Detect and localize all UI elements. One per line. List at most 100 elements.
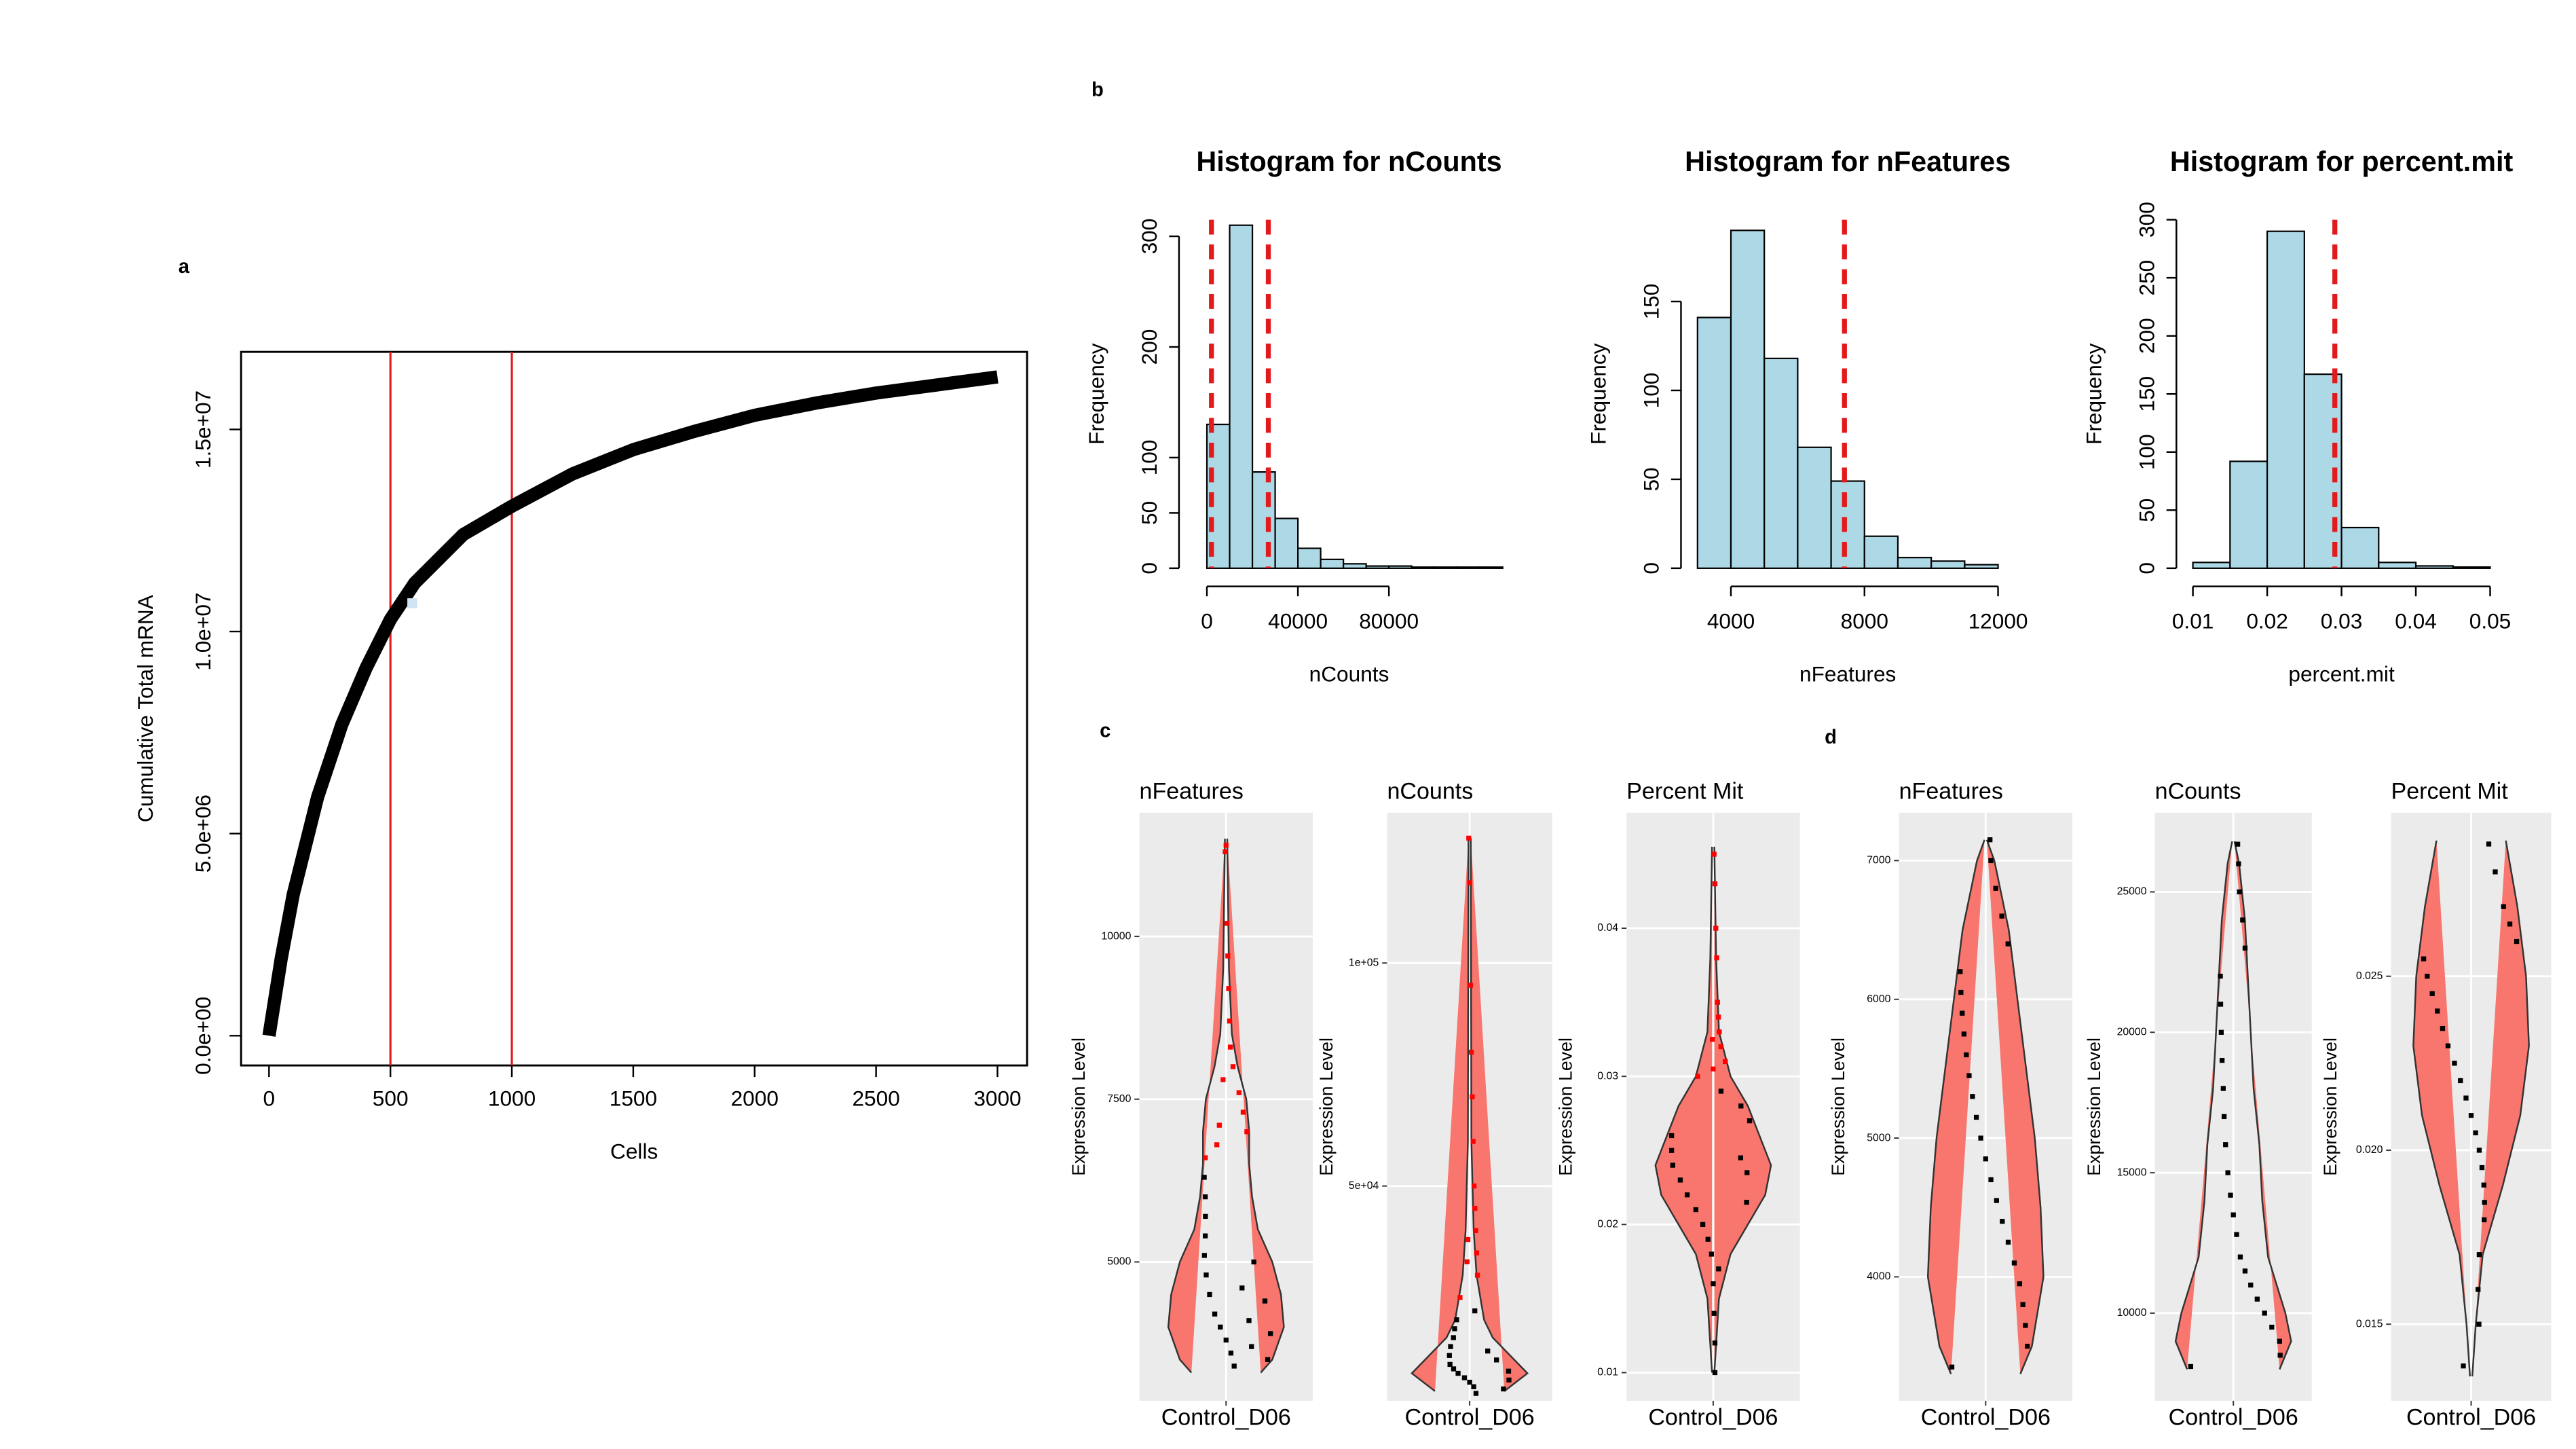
jitter-point (2429, 991, 2435, 997)
jitter-point (1684, 1192, 1690, 1198)
jitter-point (2476, 1252, 2482, 1258)
y-tick-label: 150 (2134, 376, 2159, 412)
violin-outline (1226, 839, 1285, 1374)
violin-fill (1928, 839, 1985, 1374)
y-tick-label: 100 (2134, 434, 2159, 470)
bar (1863, 535, 1899, 569)
y-axis-label: Expression Level (1556, 1038, 1576, 1176)
y-axis-label: Expression Level (1316, 1038, 1337, 1176)
jitter-point (1960, 1010, 1965, 1016)
jitter-point (1501, 1386, 1506, 1392)
y-tick-label: 50 (1137, 501, 1161, 525)
jitter-point (2473, 1130, 2478, 1136)
jitter-point (1738, 1103, 1744, 1109)
jitter-point (2458, 1078, 2463, 1084)
x-tick-label: Control_D06 (2169, 1405, 2298, 1431)
jitter-point (1446, 1353, 1452, 1358)
jitter-point (1203, 1213, 1208, 1219)
jitter-point (1978, 1135, 1983, 1141)
jitter-point (1223, 843, 1229, 848)
x-tick-label: 0.04 (2395, 609, 2437, 634)
violin-fill (1411, 838, 1469, 1391)
y-tick-label: 150 (1639, 284, 1663, 320)
jitter-point (1712, 881, 1718, 887)
jitter-point (2242, 1268, 2248, 1274)
bar (1434, 566, 1458, 569)
bar (1797, 446, 1832, 569)
y-axis-label: Frequency (2081, 343, 2106, 445)
jitter-point (2421, 956, 2427, 961)
jitter-point (1711, 1281, 1716, 1287)
y-tick-label: 5000 (1867, 1132, 1890, 1143)
y-tick-label: 50 (1639, 467, 1663, 491)
jitter-point (1203, 1272, 1209, 1278)
jitter-point (1226, 986, 1231, 991)
jitter-point (1711, 1066, 1716, 1071)
jitter-point (1471, 1384, 1476, 1389)
jitter-point (1716, 1266, 1721, 1272)
jitter-point (1713, 925, 1719, 931)
x-tick-label: 3000 (973, 1086, 1021, 1111)
chart-title: nFeatures (1140, 779, 1244, 805)
jitter-point (1695, 1074, 1700, 1079)
jitter-point (1464, 1259, 1470, 1264)
jitter-point (1711, 851, 1717, 857)
chart-title: Percent Mit (1626, 779, 1744, 805)
jitter-point (1240, 1109, 1246, 1115)
x-tick-label: 0.05 (2469, 609, 2512, 634)
jitter-point (1223, 1337, 1229, 1343)
jitter-point (2482, 1200, 2487, 1205)
y-tick-label: 100 (1639, 373, 1663, 409)
violin-outline (1985, 839, 2045, 1374)
jitter-point (2440, 1025, 2446, 1031)
bar (2452, 566, 2491, 569)
x-axis-label: nFeatures (1799, 661, 1896, 686)
jitter-point (1717, 1029, 1722, 1035)
jitter-point (1465, 1236, 1471, 1243)
x-tick-label: 8000 (1841, 609, 1888, 634)
jitter-point (2218, 973, 2223, 979)
y-tick-label: 6000 (1867, 993, 1890, 1005)
jitter-point (2476, 1321, 2482, 1327)
jitter-point (1216, 1122, 1222, 1128)
bar (1251, 471, 1276, 569)
y-tick-label: 5.0e+06 (191, 794, 215, 873)
panel-label: d (1825, 727, 1837, 748)
bar (1930, 560, 1966, 569)
jitter-point (1506, 1377, 1512, 1383)
jitter-point (1455, 1370, 1461, 1376)
y-tick-label: 0 (1639, 562, 1663, 574)
jitter-point (1693, 1207, 1699, 1213)
violin-outline (2412, 840, 2471, 1377)
jitter-point (1715, 999, 1720, 1005)
jitter-point (2493, 869, 2498, 875)
jitter-point (1268, 1331, 1273, 1336)
bar (2266, 230, 2305, 569)
jitter-point (1718, 1044, 1723, 1050)
jitter-point (1718, 1088, 1724, 1094)
x-tick-label: 0.02 (2246, 609, 2288, 634)
y-tick-label: 25000 (2117, 886, 2147, 898)
jitter-point (1983, 1156, 1988, 1162)
jitter-point (1472, 1205, 1478, 1211)
jitter-point (1966, 1073, 1972, 1078)
jitter-point (1961, 1031, 1967, 1037)
jitter-point (1993, 885, 1998, 891)
jitter-point (1239, 1285, 1245, 1291)
jitter-point (1711, 1310, 1717, 1316)
jitter-point (1230, 1064, 1236, 1069)
y-tick-label: 1.5e+07 (191, 390, 215, 469)
jitter-point (1709, 1037, 1715, 1042)
jitter-point (2277, 1338, 2282, 1344)
y-tick-label: 0 (1137, 562, 1161, 574)
y-tick-label: 5000 (1107, 1256, 1131, 1268)
jitter-point (1668, 1133, 1675, 1139)
jitter-point (2023, 1323, 2028, 1328)
jitter-point (2269, 1324, 2275, 1330)
jitter-point (1225, 953, 1231, 959)
curve (262, 370, 998, 1037)
jitter-point (1202, 1233, 1208, 1239)
jitter-point (1467, 1380, 1472, 1385)
jitter-point (1222, 849, 1228, 855)
